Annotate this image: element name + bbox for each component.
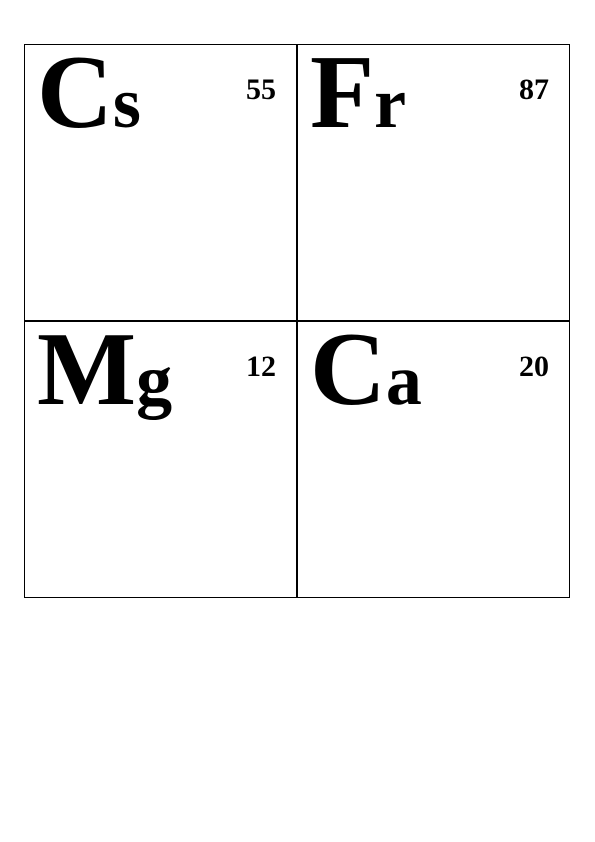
atomic-number: 12: [246, 350, 276, 384]
element-grid: Cs 55 Fr 87 Mg 12 Ca 20: [24, 44, 570, 598]
element-cell-ca: Ca 20: [297, 321, 570, 598]
atomic-number: 87: [519, 73, 549, 107]
atomic-number: 55: [246, 73, 276, 107]
symbol-second-letter: r: [374, 62, 406, 145]
symbol-first-letter: C: [310, 308, 386, 429]
symbol-second-letter: a: [386, 339, 422, 422]
element-cell-fr: Fr 87: [297, 44, 570, 321]
symbol-first-letter: M: [37, 308, 136, 429]
symbol-second-letter: g: [136, 339, 172, 422]
element-cell-cs: Cs 55: [24, 44, 297, 321]
element-symbol: Fr: [310, 31, 406, 152]
element-symbol: Mg: [37, 308, 172, 429]
symbol-second-letter: s: [113, 62, 141, 145]
element-symbol: Cs: [37, 31, 141, 152]
element-symbol: Ca: [310, 308, 422, 429]
atomic-number: 20: [519, 350, 549, 384]
symbol-first-letter: C: [37, 31, 113, 152]
symbol-first-letter: F: [310, 31, 374, 152]
element-cell-mg: Mg 12: [24, 321, 297, 598]
